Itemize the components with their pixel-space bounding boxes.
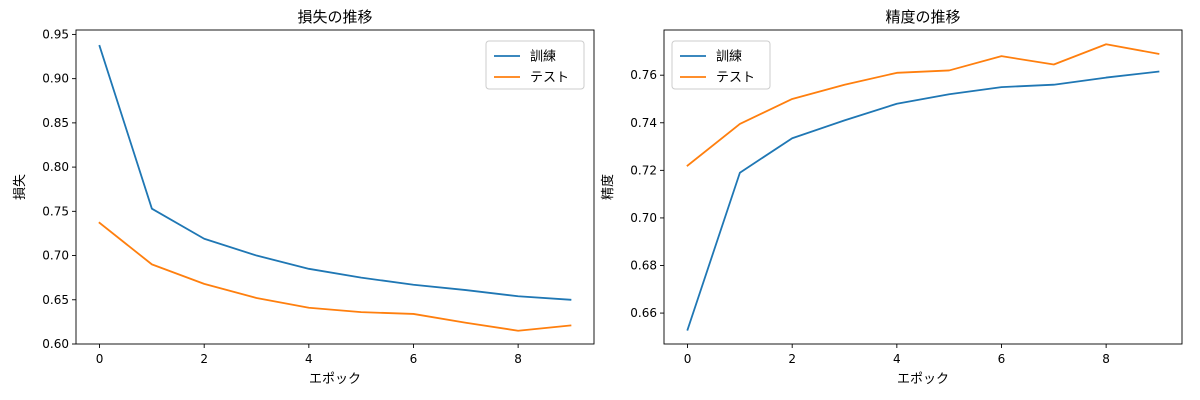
accuracy-x-axis-title: エポック <box>897 372 949 387</box>
loss-y-tick-label: 0.65 <box>42 293 69 307</box>
accuracy-legend-label-1: テスト <box>716 71 755 86</box>
loss-y-tick-label: 0.60 <box>42 337 69 351</box>
accuracy-x-tick-label: 2 <box>788 352 796 366</box>
accuracy-y-tick-label: 0.68 <box>630 259 657 273</box>
loss-y-axis-title: 損失 <box>13 174 28 200</box>
loss-x-tick-label: 2 <box>200 352 208 366</box>
loss-x-tick-label: 0 <box>96 352 104 366</box>
accuracy-x-tick-label: 4 <box>893 352 901 366</box>
loss-chart-title: 損失の推移 <box>297 8 372 26</box>
accuracy-y-tick-label: 0.76 <box>630 68 657 82</box>
loss-y-tick-label: 0.75 <box>42 204 69 218</box>
accuracy-y-tick-label: 0.66 <box>630 306 657 320</box>
loss-x-axis-title: エポック <box>309 372 361 387</box>
accuracy-series-line-0 <box>686 70 1160 331</box>
accuracy-y-axis-title: 精度 <box>600 174 616 200</box>
loss-x-tick-label: 6 <box>410 352 418 366</box>
loss-y-tick-label: 0.80 <box>42 160 69 174</box>
accuracy-x-tick-label: 8 <box>1102 352 1110 366</box>
loss-legend-label-1: テスト <box>530 71 569 86</box>
loss-y-tick-label: 0.90 <box>42 72 69 86</box>
accuracy-y-tick-label: 0.72 <box>630 163 657 177</box>
loss-y-tick-label: 0.70 <box>42 249 69 263</box>
loss-plot-frame <box>75 29 595 345</box>
accuracy-x-tick-label: 0 <box>684 352 692 366</box>
loss-x-tick-label: 8 <box>514 352 522 366</box>
loss-series-line-1 <box>98 221 572 332</box>
accuracy-y-tick-label: 0.70 <box>630 211 657 225</box>
loss-x-tick-label: 4 <box>305 352 313 366</box>
loss-legend-label-0: 訓練 <box>530 49 556 65</box>
loss-series-line-0 <box>98 44 572 301</box>
accuracy-plot-frame <box>663 29 1183 345</box>
loss-chart: 損失の推移 0 2 4 6 8 0.60 0.65 0.70 0.75 0.80 0.85 0.90 0.… <box>13 8 595 387</box>
accuracy-chart: 精度の推移 0 2 4 6 8 0.66 0.68 0.70 0.72 0.74 0.76 エポック 精度… <box>600 8 1183 387</box>
accuracy-chart-title: 精度の推移 <box>885 8 960 26</box>
accuracy-series-line-1 <box>686 43 1160 167</box>
loss-y-tick-label: 0.95 <box>42 27 69 41</box>
accuracy-x-tick-label: 6 <box>998 352 1006 366</box>
loss-y-tick-label: 0.85 <box>42 116 69 130</box>
accuracy-y-tick-label: 0.74 <box>630 116 657 130</box>
accuracy-legend-label-0: 訓練 <box>716 49 742 65</box>
